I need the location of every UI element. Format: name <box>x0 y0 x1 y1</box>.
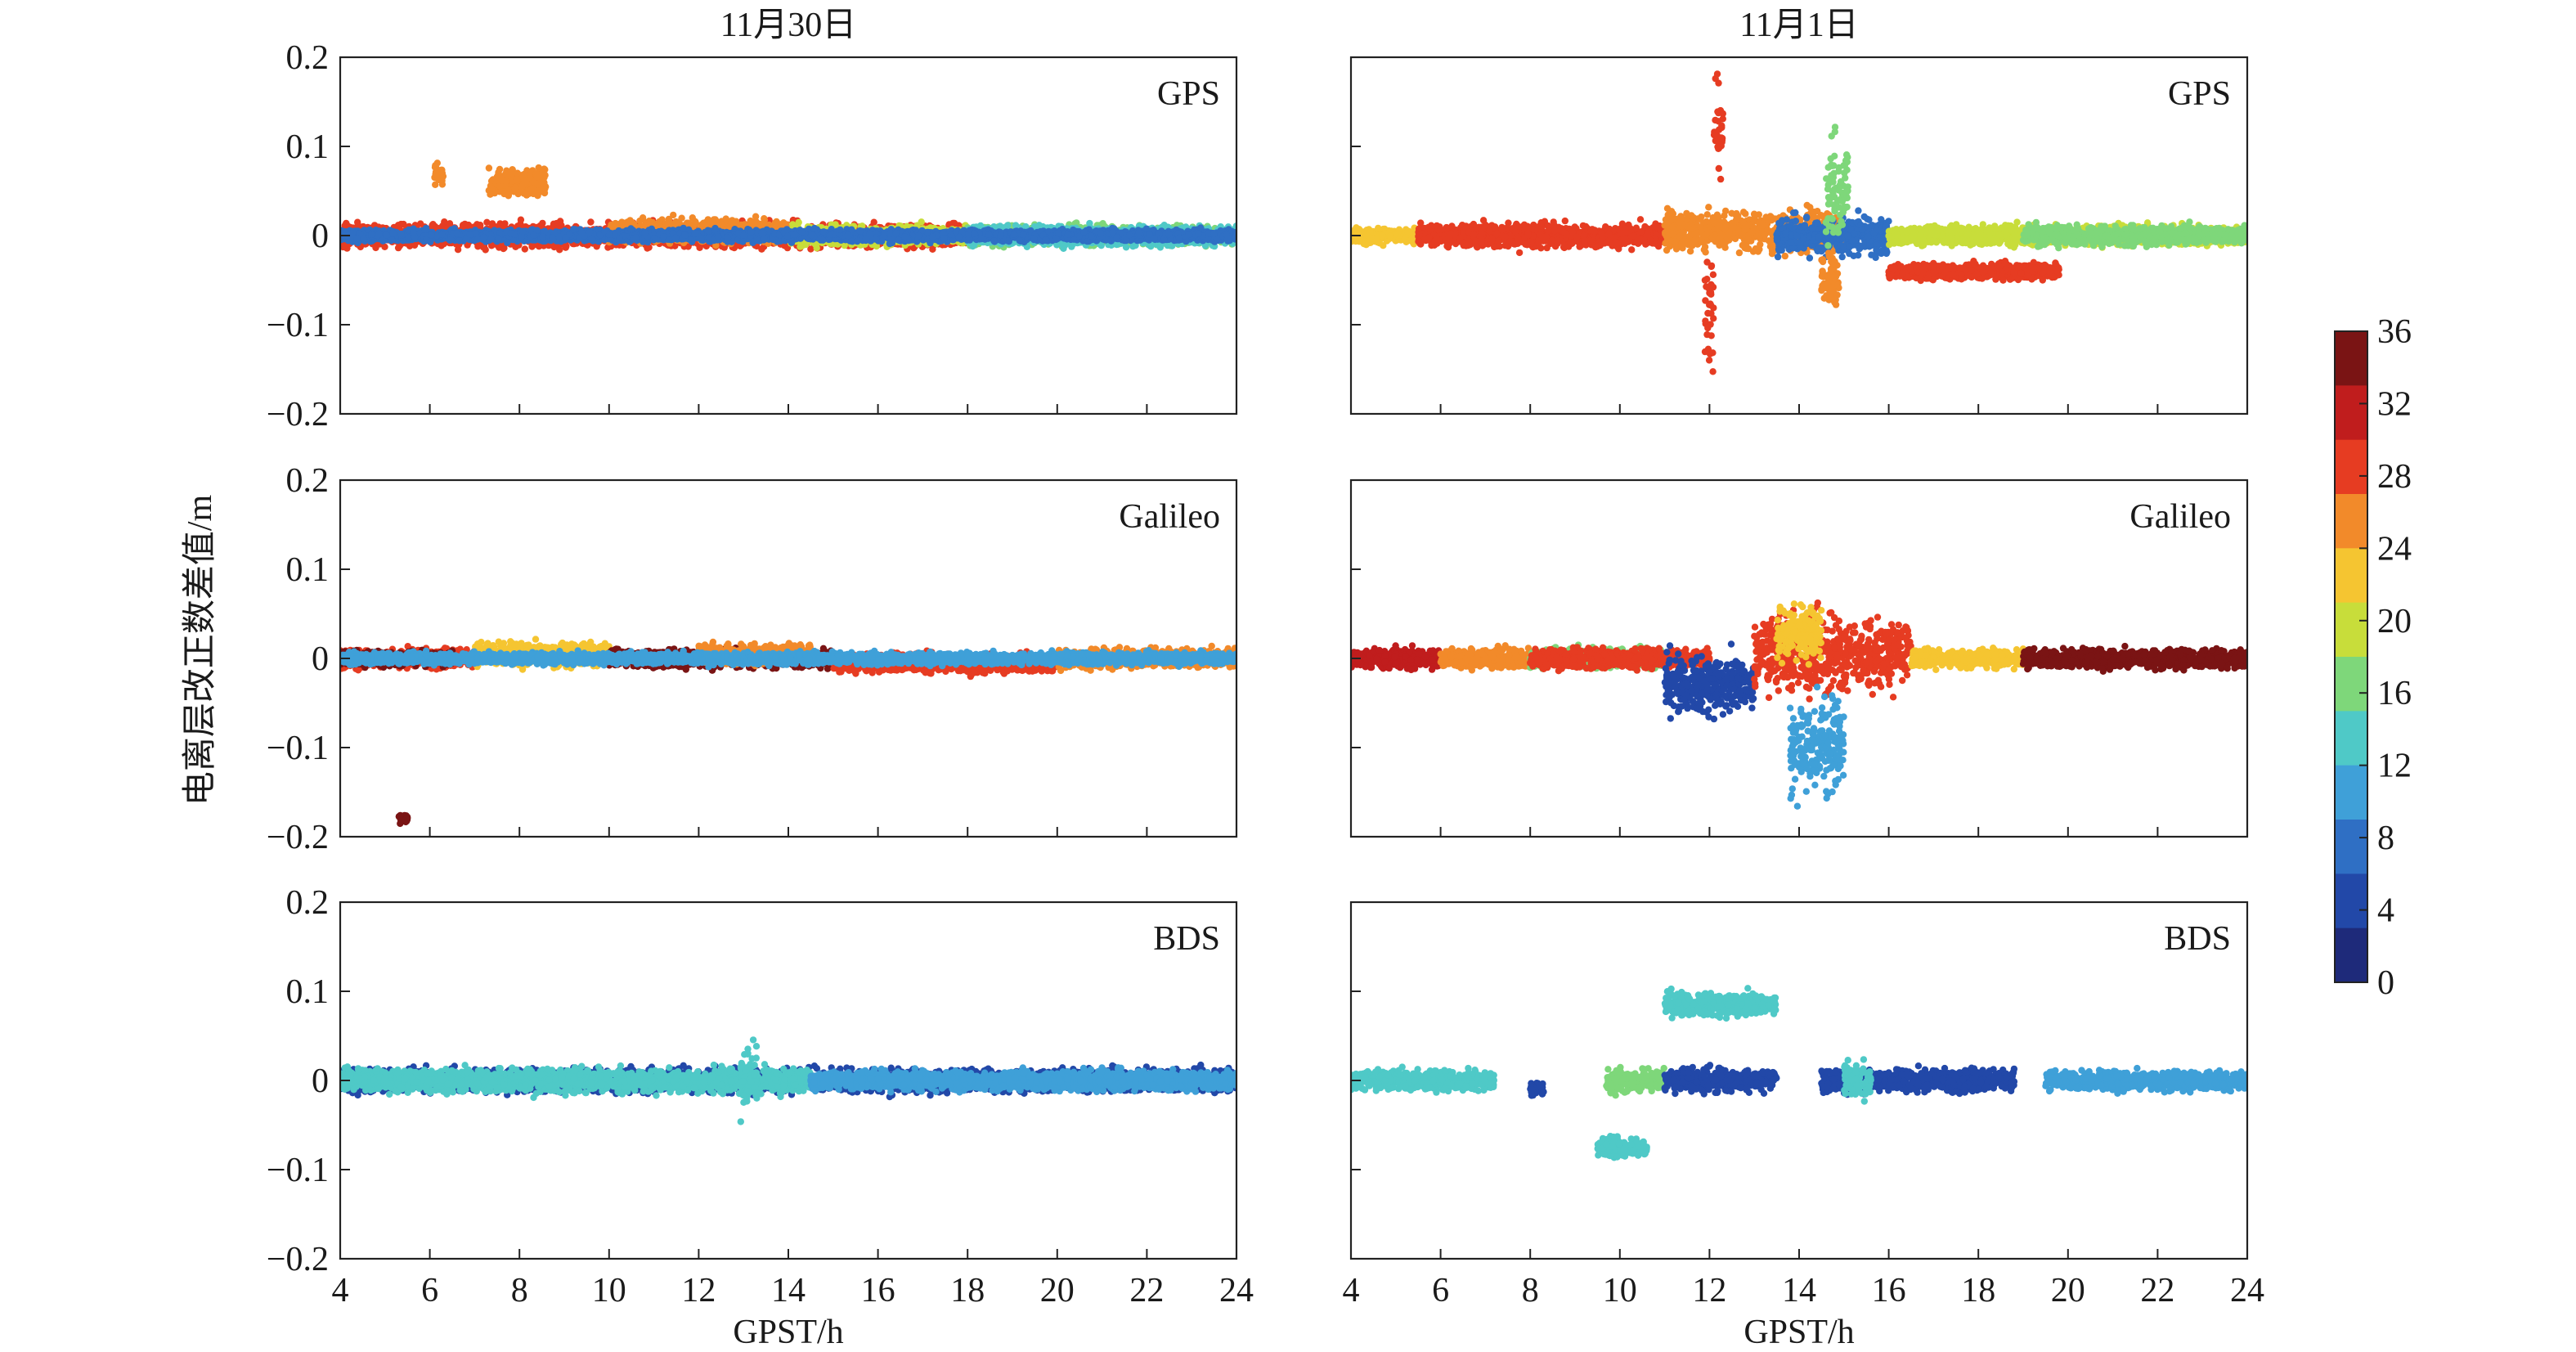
data-point <box>747 220 755 227</box>
data-point <box>648 219 656 227</box>
data-point <box>521 245 528 253</box>
data-point <box>340 242 348 249</box>
data-point <box>1099 220 1106 227</box>
data-point <box>446 220 454 227</box>
data-point <box>797 243 804 250</box>
scatter-points <box>340 159 1236 254</box>
data-point <box>678 214 685 222</box>
x-axis-label-left: GPST/h <box>733 1314 843 1351</box>
data-point <box>670 211 677 219</box>
data-point <box>556 246 563 254</box>
data-point <box>558 222 565 229</box>
data-point <box>918 218 925 226</box>
data-point <box>645 244 653 251</box>
data-point <box>752 213 760 220</box>
data-point <box>483 218 491 226</box>
data-point <box>354 218 361 226</box>
data-point <box>771 219 779 227</box>
data-point <box>752 218 760 226</box>
data-point <box>517 216 525 223</box>
data-point <box>873 242 881 250</box>
data-point <box>950 219 958 227</box>
data-point <box>476 222 484 231</box>
column-title-right: 11月1日 <box>1739 7 1858 44</box>
y-axis-label: 电离层改正数差值/m <box>181 495 219 806</box>
x-axis-label-right: GPST/h <box>1744 1314 1854 1351</box>
data-point <box>686 220 693 227</box>
data-point <box>441 218 448 226</box>
data-point <box>692 218 699 226</box>
data-point <box>550 243 558 251</box>
data-point <box>343 219 350 227</box>
data-point <box>604 244 612 251</box>
column-title-left: 11月30日 <box>720 7 856 44</box>
data-point <box>562 244 569 251</box>
data-point <box>663 220 671 228</box>
data-point <box>417 220 424 227</box>
data-point <box>394 244 402 252</box>
data-point <box>722 215 729 222</box>
data-point <box>454 246 462 254</box>
data-point <box>587 218 595 226</box>
data-point <box>738 221 745 229</box>
data-point <box>636 217 644 225</box>
data-point <box>550 220 558 227</box>
